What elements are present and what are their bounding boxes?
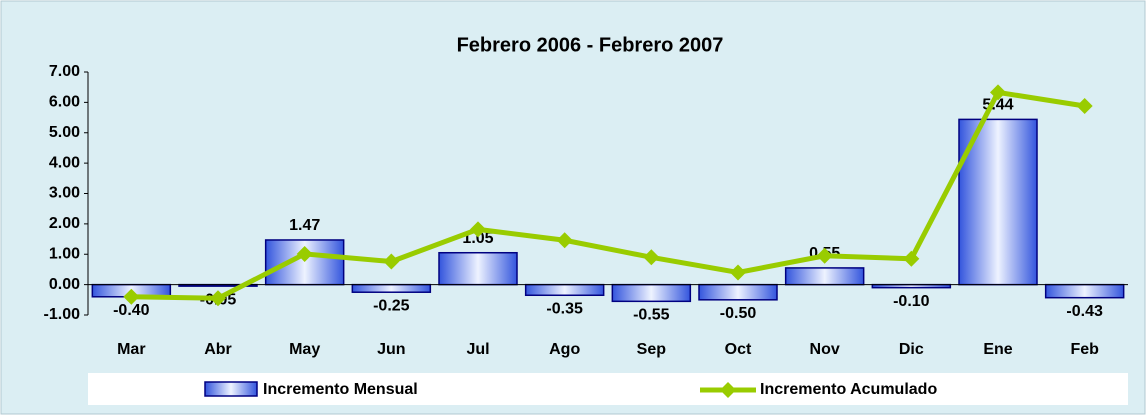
legend-swatch <box>204 381 258 397</box>
bar <box>524 283 605 297</box>
x-tick-label: Sep <box>637 341 667 358</box>
y-tick-label: 0.00 <box>49 276 80 293</box>
y-tick-label: 5.00 <box>49 124 80 141</box>
bar <box>698 283 778 301</box>
bar <box>1044 283 1125 299</box>
bar <box>611 283 692 303</box>
data-label: -0.55 <box>633 307 670 324</box>
point <box>816 247 833 264</box>
y-tick-label: 2.00 <box>49 215 80 232</box>
point <box>903 250 920 267</box>
x-tick-label: Dic <box>899 341 924 358</box>
point <box>730 264 746 281</box>
x-tick-label: Nov <box>810 341 840 358</box>
point <box>210 290 226 307</box>
point <box>470 221 486 238</box>
y-tick-label: 7.00 <box>49 63 80 80</box>
bar <box>351 283 432 293</box>
x-tick-label: Ene <box>983 341 1012 358</box>
data-label: -0.25 <box>373 297 410 314</box>
point <box>556 232 573 249</box>
point <box>643 249 660 266</box>
point <box>296 245 313 262</box>
data-label: -0.10 <box>893 293 930 310</box>
x-tick-label: May <box>289 341 320 358</box>
x-tick-label: Jul <box>466 341 489 358</box>
bar <box>438 251 518 286</box>
line <box>131 89 1086 301</box>
y-tick-label: 3.00 <box>49 185 80 202</box>
y-tick-label: 4.00 <box>49 154 80 171</box>
legend-marker <box>720 382 736 398</box>
legend-box <box>88 373 1128 405</box>
legend-label: Incremento Acumulado <box>760 381 937 398</box>
data-label: -0.35 <box>546 300 583 317</box>
x-tick-label: Ago <box>549 341 580 358</box>
data-label: -0.40 <box>113 302 150 319</box>
data-label: 1.47 <box>289 217 320 234</box>
x-tick-label: Feb <box>1070 341 1099 358</box>
x-tick-label: Mar <box>117 341 145 358</box>
y-tick-label: -1.00 <box>44 306 81 323</box>
point <box>990 84 1006 101</box>
point <box>383 253 400 270</box>
chart-title: Febrero 2006 - Febrero 2007 <box>457 34 724 56</box>
data-label: -0.50 <box>720 305 757 322</box>
legend-label: Incremento Mensual <box>263 381 418 398</box>
point <box>1076 98 1093 115</box>
x-tick-label: Jun <box>377 341 405 358</box>
x-tick-label: Oct <box>725 341 752 358</box>
y-tick-label: 1.00 <box>49 245 80 262</box>
point <box>123 288 140 305</box>
data-label: -0.43 <box>1066 303 1103 320</box>
bar <box>784 267 865 286</box>
x-tick-label: Abr <box>204 341 232 358</box>
y-tick-label: 6.00 <box>49 94 80 111</box>
